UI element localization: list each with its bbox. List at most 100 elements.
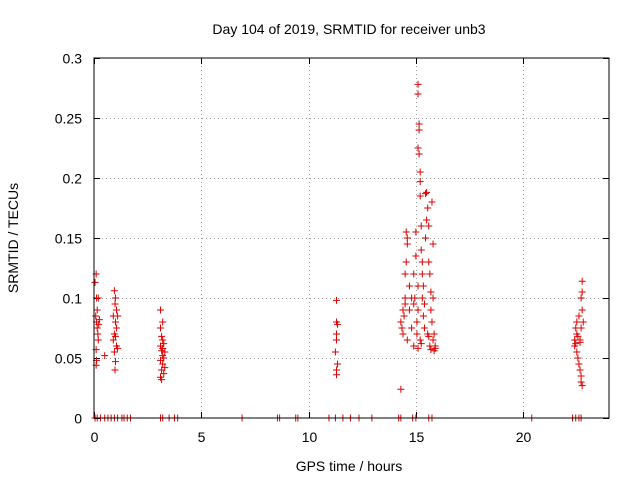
- data-point: [405, 306, 413, 314]
- data-point: [424, 204, 432, 212]
- data-point: [332, 330, 340, 338]
- data-point: [161, 348, 169, 356]
- data-point: [332, 296, 340, 304]
- data-point: [111, 366, 119, 374]
- y-tick-label: 0.1: [63, 291, 83, 307]
- data-point: [159, 360, 167, 368]
- data-point: [403, 240, 411, 248]
- data-point: [575, 312, 583, 320]
- data-point: [111, 318, 119, 326]
- data-point: [416, 168, 424, 176]
- data-point: [158, 376, 166, 384]
- y-tick-label: 0.3: [63, 51, 83, 67]
- x-axis-label: GPS time / hours: [296, 458, 403, 474]
- data-point: [426, 342, 434, 350]
- data-point: [101, 352, 109, 360]
- data-point: [417, 222, 425, 230]
- data-point: [425, 332, 433, 340]
- data-point: [113, 324, 121, 332]
- data-point: [93, 324, 101, 332]
- data-point: [94, 336, 102, 344]
- data-point: [415, 120, 423, 128]
- data-point: [578, 382, 586, 390]
- data-point: [577, 324, 585, 332]
- data-point: [111, 332, 119, 340]
- data-point: [422, 190, 430, 198]
- data-point: [419, 312, 427, 320]
- data-point: [402, 228, 410, 236]
- data-point: [402, 258, 410, 266]
- data-point: [111, 358, 119, 366]
- data-point: [427, 346, 435, 354]
- data-point: [417, 246, 425, 254]
- x-tick-label: 0: [91, 429, 99, 445]
- data-point: [412, 252, 420, 260]
- data-point: [429, 294, 437, 302]
- data-point: [418, 294, 426, 302]
- plot-frame: [93, 57, 610, 419]
- data-point: [160, 370, 168, 378]
- y-tick-label: 0.25: [55, 111, 82, 127]
- data-point: [420, 300, 428, 308]
- data-point: [332, 336, 340, 344]
- data-point: [579, 318, 587, 326]
- data-point: [422, 234, 430, 242]
- grid-lines: [94, 58, 609, 418]
- data-point: [420, 324, 428, 332]
- data-point: [576, 338, 584, 346]
- x-tick-label: 15: [409, 429, 425, 445]
- data-point: [158, 347, 166, 355]
- data-point: [401, 270, 409, 278]
- data-point: [93, 306, 101, 314]
- data-point: [401, 294, 409, 302]
- data-point: [401, 300, 409, 308]
- data-point: [334, 360, 342, 368]
- data-point: [410, 270, 418, 278]
- data-point: [410, 342, 418, 350]
- data-point: [400, 312, 408, 320]
- data-point: [418, 270, 426, 278]
- data-point: [158, 332, 166, 340]
- data-point: [429, 336, 437, 344]
- data-point: [423, 216, 431, 224]
- y-tick-label: 0.2: [63, 171, 83, 187]
- data-point: [157, 324, 165, 332]
- data-point: [573, 348, 581, 356]
- data-point: [414, 144, 422, 152]
- chart-title: Day 104 of 2019, SRMTID for receiver unb…: [212, 21, 485, 37]
- data-point: [431, 344, 439, 352]
- data-point: [418, 258, 426, 266]
- data-point: [428, 198, 436, 206]
- data-point: [574, 354, 582, 362]
- data-point: [157, 356, 165, 364]
- y-tick-label: 0.05: [55, 351, 82, 367]
- data-point: [426, 270, 434, 278]
- data-point: [158, 366, 166, 374]
- data-point: [577, 372, 585, 380]
- data-point: [413, 318, 421, 326]
- data-point: [577, 378, 585, 386]
- data-point: [577, 294, 585, 302]
- data-point: [399, 330, 407, 338]
- data-point: [110, 287, 118, 295]
- data-point: [414, 344, 422, 352]
- data-point: [398, 324, 406, 332]
- data-point: [412, 228, 420, 236]
- axis-ticks: 0 5 10 15 20 0 0.05 0.1 0.15 0.2 0.25 0.3: [55, 51, 609, 445]
- data-point: [425, 222, 433, 230]
- y-tick-label: 0: [74, 411, 82, 427]
- data-point: [331, 348, 339, 356]
- data-point: [427, 306, 435, 314]
- data-point: [429, 240, 437, 248]
- x-tick-label: 10: [302, 429, 318, 445]
- data-point: [574, 332, 582, 340]
- data-point: [95, 316, 103, 324]
- data-point: [427, 288, 435, 296]
- data-point: [417, 340, 425, 348]
- data-point: [416, 192, 424, 200]
- data-point: [430, 330, 438, 338]
- data-point: [109, 336, 117, 344]
- data-point: [111, 294, 119, 302]
- data-point: [416, 178, 424, 186]
